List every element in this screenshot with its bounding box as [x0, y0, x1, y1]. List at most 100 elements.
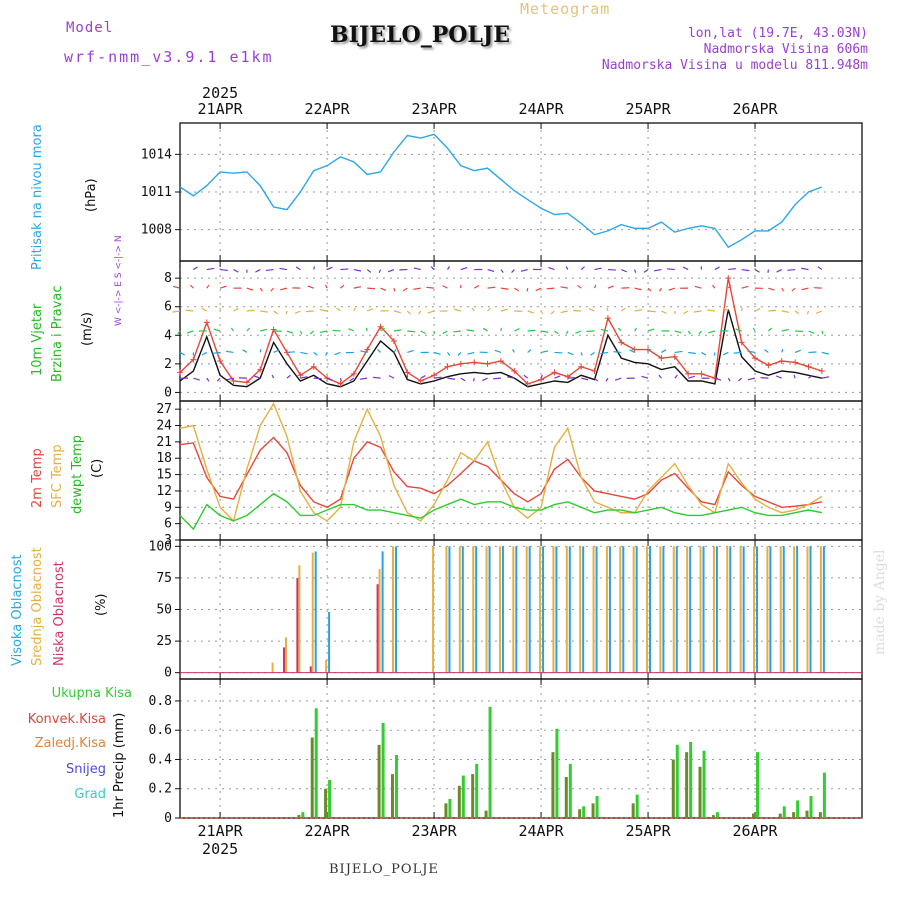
wind-arrow — [752, 327, 756, 332]
top-year-label: 2025 — [202, 84, 238, 102]
wind-arrow — [658, 374, 662, 379]
wind-arrow — [307, 285, 314, 289]
gust-marker — [230, 378, 237, 384]
wind-arrow — [295, 266, 301, 271]
wind-arrow — [460, 267, 468, 271]
wind-arrow — [446, 352, 451, 356]
wind-arrow — [546, 287, 555, 290]
wind-arrow — [698, 330, 702, 335]
wind-arrow — [406, 310, 411, 315]
wind-arrow — [367, 287, 376, 290]
cloud-bar-high — [515, 546, 518, 673]
wind-arrow — [487, 268, 495, 273]
cloud-bar-mid — [819, 546, 822, 673]
precip-bar-total — [328, 779, 332, 818]
cloud-bar-high — [595, 546, 598, 673]
wind-arrow — [279, 267, 288, 271]
wind-arrow — [723, 307, 729, 312]
gust-marker — [818, 368, 825, 374]
wind-arrow — [319, 330, 328, 334]
wind-arrow — [511, 269, 515, 273]
cloud-bar-mid — [552, 546, 555, 673]
wind-arrow — [520, 268, 528, 272]
cloud-bar-high — [729, 546, 732, 673]
wind-arrow — [806, 310, 810, 315]
y-tick-label: 6 — [164, 300, 172, 315]
wind-arrow — [600, 328, 609, 332]
wind-arrow — [453, 330, 461, 333]
wind-arrow — [512, 349, 515, 353]
wind-arrow — [255, 269, 261, 273]
gust-marker — [778, 358, 785, 364]
wind-arrow — [201, 351, 208, 356]
wind-arrow — [286, 330, 294, 334]
wind-arrow — [594, 377, 599, 382]
cloud-bar-low — [296, 577, 299, 673]
wind-arrow — [588, 308, 595, 312]
wind-arrow — [466, 329, 475, 332]
panel-frame — [179, 678, 863, 819]
cloud-bar-high — [608, 546, 611, 673]
footer-station: BIJELO_POLJE — [329, 862, 439, 877]
wind-arrow — [233, 307, 239, 312]
precip-bar-convective — [818, 812, 822, 818]
wind-arrow — [325, 284, 328, 289]
y-tick-label: 2 — [164, 357, 172, 372]
wind-arrow — [593, 284, 597, 289]
wind-arrow — [442, 285, 448, 289]
wind-arrow — [420, 375, 426, 379]
gust-marker — [431, 372, 438, 379]
series-line-sfc — [179, 402, 823, 523]
y-tick-label: 75 — [156, 571, 172, 586]
cloud-bar-high — [715, 546, 718, 673]
precip-bar-convective — [444, 803, 448, 818]
precip-bar-total — [448, 798, 452, 818]
precip-bar-convective — [390, 774, 394, 818]
precip-bar-total — [809, 796, 813, 818]
precip-bar-convective — [752, 813, 756, 818]
wind-arrow — [271, 374, 275, 379]
precip-bar-total — [595, 796, 599, 818]
wind-arrow — [286, 351, 295, 354]
gust-marker — [604, 315, 611, 322]
wind-arrow — [741, 285, 749, 289]
wind-arrow — [348, 328, 355, 332]
meteogram-label: Meteogram — [520, 0, 611, 18]
wind-arrow — [353, 286, 362, 289]
wind-arrow — [201, 307, 208, 312]
wind-arrow — [225, 350, 234, 354]
altitude-label: Nadmorska Visina 606m — [703, 42, 868, 57]
cloud-bar-high — [475, 546, 478, 673]
wind-arrow — [280, 287, 288, 291]
wind-arrow — [213, 328, 221, 332]
gust-marker — [444, 363, 451, 370]
cloud-bar-mid — [739, 546, 742, 673]
legend-snow: Snijeg — [66, 762, 106, 777]
wind-arrow — [600, 351, 609, 355]
cloud-bar-mid — [525, 546, 528, 673]
wind-arrow — [340, 284, 345, 289]
wind-arrow — [540, 310, 544, 315]
gust-marker — [511, 368, 518, 374]
bottom-day-label: 25APR — [625, 822, 671, 840]
wind-arrow — [360, 350, 368, 354]
wind-arrow — [787, 268, 796, 271]
wind-arrow — [776, 269, 783, 273]
gust-marker — [390, 338, 397, 344]
precip-bar-convective — [631, 803, 635, 818]
wind-arrow — [193, 377, 200, 381]
y-tick-label: 6 — [164, 517, 172, 532]
wind-arrow — [523, 374, 529, 379]
wind-arrow — [254, 375, 261, 379]
wind-arrow — [172, 310, 181, 313]
precip-bar-convective — [591, 803, 595, 818]
cloud-bar-high — [769, 546, 772, 673]
wind-arrow — [393, 329, 402, 332]
wind-arrow — [473, 378, 475, 382]
wind-arrow — [781, 328, 789, 332]
wind-arrow — [580, 352, 583, 356]
bottom-day-label: 22APR — [305, 822, 351, 840]
wind-arrow — [377, 349, 382, 353]
wind-arrow — [230, 327, 234, 332]
wind-arrow — [581, 377, 589, 381]
